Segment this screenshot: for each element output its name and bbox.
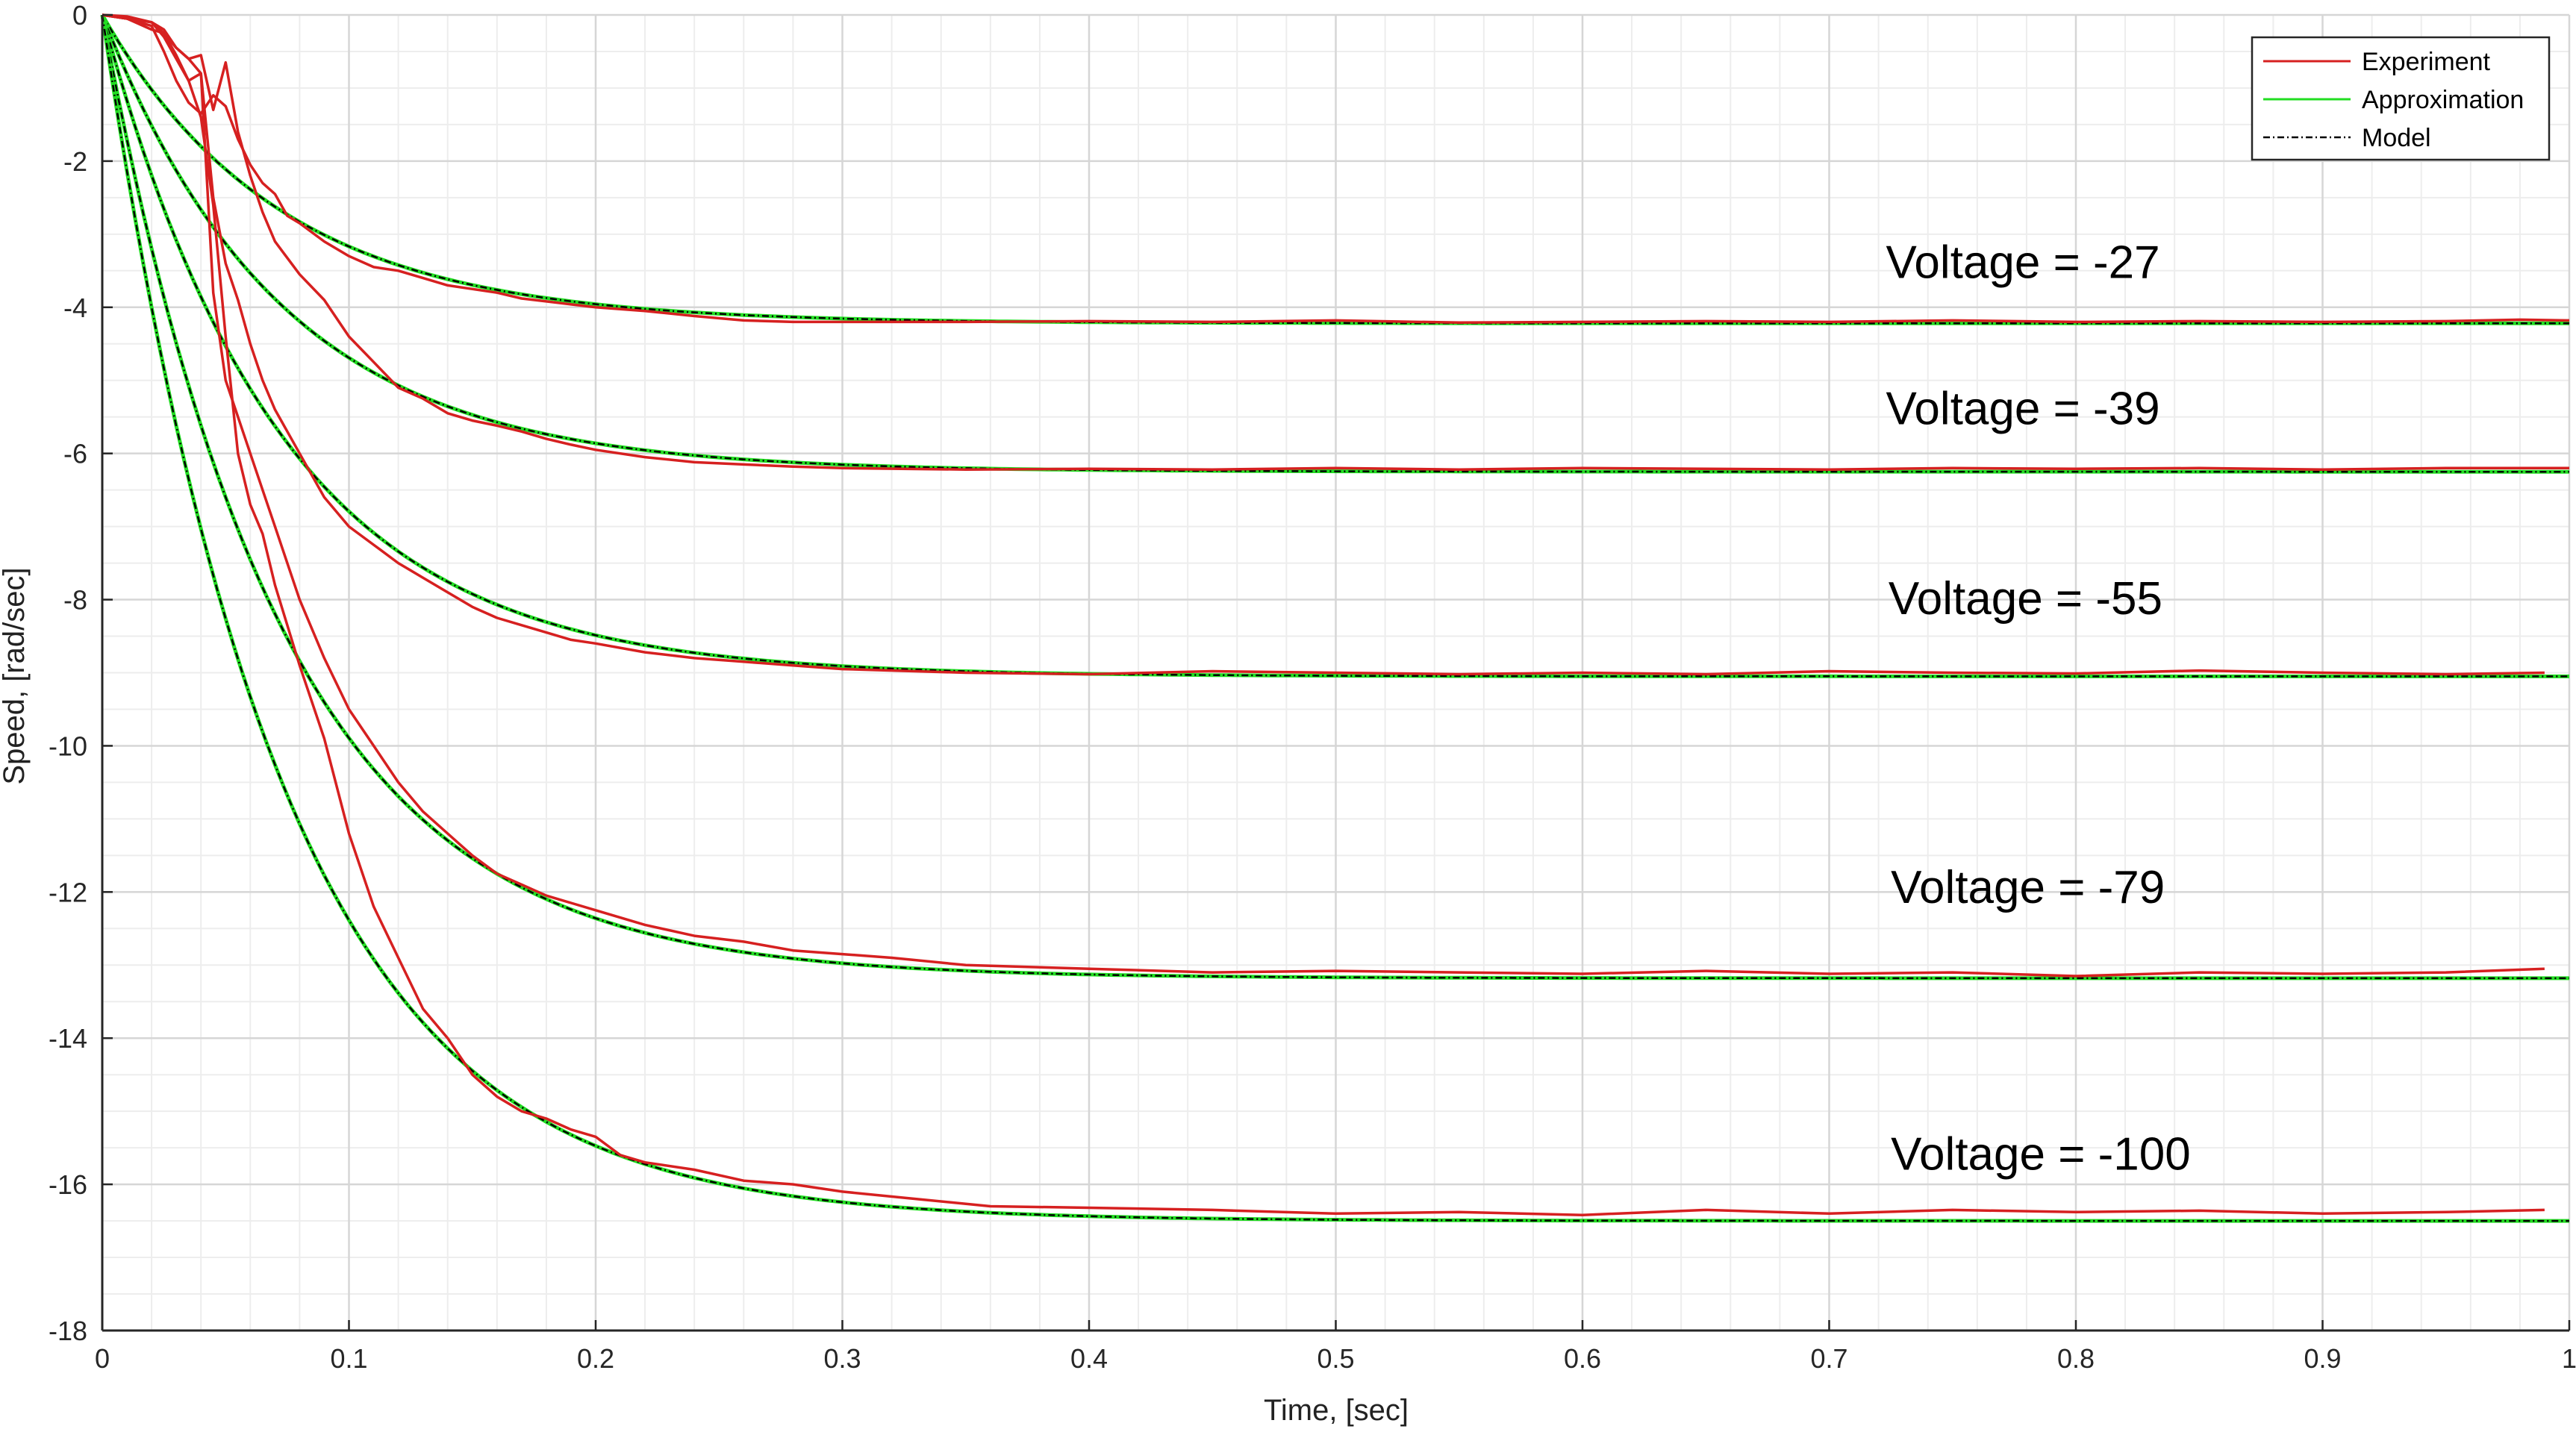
experiment-line [102,13,2569,471]
x-tick-label: 0.9 [2304,1343,2341,1374]
legend: Experiment Approximation Model [2251,36,2551,161]
axes [101,13,2571,1332]
model-line [101,14,2569,678]
experiment-line [102,13,2545,978]
y-tick-label: 0 [72,0,87,31]
voltage-annotation: Voltage = -55 [1889,573,2162,625]
x-tick-label: 0.7 [1810,1343,1847,1374]
model-line [101,14,2569,473]
legend-label: Experiment [2362,48,2491,76]
experiment-line [102,13,2545,676]
x-tick-label: 0.3 [823,1343,861,1374]
y-axis-label: Speed, [rad/sec] [0,567,31,784]
voltage-annotation: Voltage = -100 [1891,1129,2191,1181]
voltage-annotation: Voltage = -79 [1891,862,2165,913]
model-line [101,14,2569,325]
x-tick-label: 0 [95,1343,110,1374]
legend-label: Approximation [2362,86,2524,114]
voltage-annotation: Voltage = -27 [1886,237,2160,289]
legend-label: Model [2362,124,2431,152]
tick-labels: 0 0.1 0.2 0.3 0.4 0.5 0.6 0.7 0.8 0.9 1 0 -2 -4 -6 -8 -1… [49,0,2576,1374]
y-tick-label: -12 [49,877,87,907]
x-tick-label: 0.5 [1317,1343,1354,1374]
x-tick-label: 0.2 [577,1343,614,1374]
y-tick-label: -4 [63,293,87,323]
model-line [101,14,2569,980]
y-tick-label: -18 [49,1316,87,1346]
y-tick-label: -8 [63,585,87,616]
y-tick-label: -2 [63,146,87,177]
series-layer [100,13,2570,1223]
x-tick-label: 0.4 [1070,1343,1108,1374]
x-tick-label: 0.1 [330,1343,367,1374]
experiment-line [102,13,2570,325]
x-tick-label: 0.6 [1564,1343,1601,1374]
y-tick-label: -10 [49,731,87,761]
annotations: Voltage = -27 Voltage = -39 Voltage = -55 V… [1886,237,2191,1181]
x-tick-label: 1 [2562,1343,2576,1374]
y-tick-label: -16 [49,1169,87,1200]
y-tick-label: -14 [49,1023,87,1054]
voltage-annotation: Voltage = -39 [1886,383,2160,434]
model-line [101,14,2569,1222]
x-axis-label: Time, [sec] [1264,1394,1409,1427]
x-tick-label: 0.8 [2057,1343,2095,1374]
y-tick-label: -6 [63,439,87,469]
experiment-line [102,13,2545,1216]
